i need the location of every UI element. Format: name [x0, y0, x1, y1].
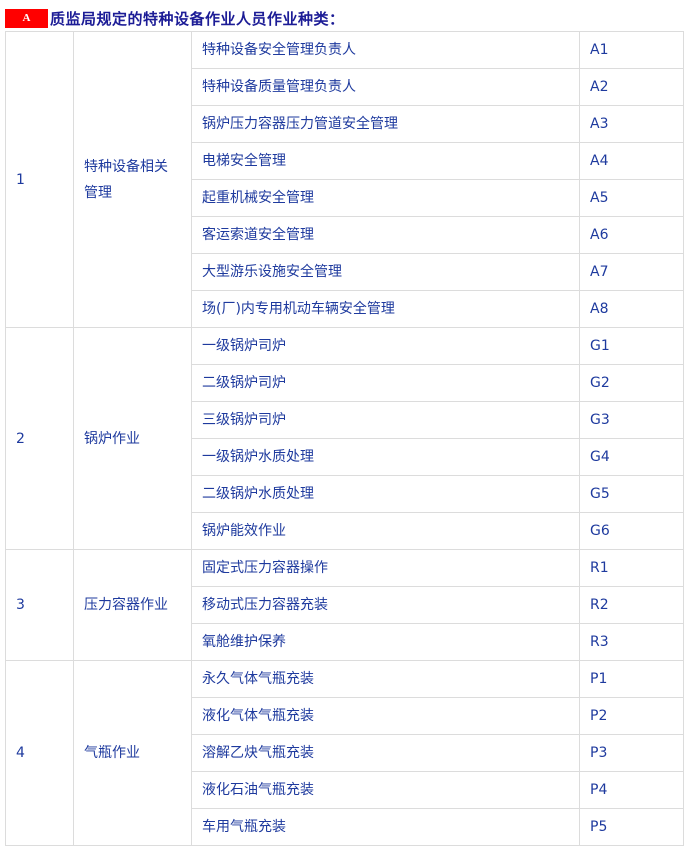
group-number: 2 [5, 327, 74, 550]
group-name: 特种设备相关管理 [73, 31, 192, 328]
table-row: 锅炉能效作业 G6 [6, 512, 684, 550]
item-code: R1 [579, 549, 684, 587]
item-name: 一级锅炉司炉 [191, 327, 580, 365]
table-row: 二级锅炉司炉 G2 [6, 364, 684, 402]
item-code: P4 [579, 771, 684, 809]
table-row: 液化石油气瓶充装 P4 [6, 771, 684, 809]
item-code: G5 [579, 475, 684, 513]
group-name: 气瓶作业 [73, 660, 192, 846]
item-code: A2 [579, 68, 684, 106]
item-name: 溶解乙炔气瓶充装 [191, 734, 580, 772]
item-name: 客运索道安全管理 [191, 216, 580, 254]
table-row: 溶解乙炔气瓶充装 P3 [6, 734, 684, 772]
table-row: 移动式压力容器充装 R2 [6, 586, 684, 624]
item-name: 电梯安全管理 [191, 142, 580, 180]
item-code: G2 [579, 364, 684, 402]
item-name: 移动式压力容器充装 [191, 586, 580, 624]
group-number: 3 [5, 549, 74, 661]
item-code: A3 [579, 105, 684, 143]
item-name: 二级锅炉水质处理 [191, 475, 580, 513]
item-name: 永久气体气瓶充装 [191, 660, 580, 698]
group-number: 4 [5, 660, 74, 846]
item-name: 锅炉压力容器压力管道安全管理 [191, 105, 580, 143]
item-code: G6 [579, 512, 684, 550]
item-code: A6 [579, 216, 684, 254]
table-row: 客运索道安全管理 A6 [6, 216, 684, 254]
table-row: 1 特种设备相关管理 特种设备安全管理负责人 A1 [5, 31, 684, 328]
item-name: 大型游乐设施安全管理 [191, 253, 580, 291]
group-name: 锅炉作业 [73, 327, 192, 550]
item-name: 特种设备安全管理负责人 [191, 31, 580, 69]
group-name: 压力容器作业 [73, 549, 192, 661]
section-title: A 质监局规定的特种设备作业人员作业种类： [5, 8, 345, 28]
table-row: 三级锅炉司炉 G3 [6, 401, 684, 439]
table-row: 场(厂)内专用机动车辆安全管理 A8 [6, 290, 684, 328]
item-name: 起重机械安全管理 [191, 179, 580, 217]
section-heading: 质监局规定的特种设备作业人员作业种类： [50, 9, 345, 28]
section-badge: A [5, 8, 48, 28]
item-code: G1 [579, 327, 684, 365]
item-code: A8 [579, 290, 684, 328]
table-row: 电梯安全管理 A4 [6, 142, 684, 180]
item-code: R2 [579, 586, 684, 624]
item-code: A5 [579, 179, 684, 217]
item-code: P1 [579, 660, 684, 698]
item-name: 车用气瓶充装 [191, 808, 580, 846]
item-name: 特种设备质量管理负责人 [191, 68, 580, 106]
item-name: 锅炉能效作业 [191, 512, 580, 550]
table-row: 2 锅炉作业 一级锅炉司炉 G1 [5, 327, 684, 550]
table-row: 起重机械安全管理 A5 [6, 179, 684, 217]
item-code: A7 [579, 253, 684, 291]
item-code: R3 [579, 623, 684, 661]
operator-category-table: 1 特种设备相关管理 特种设备安全管理负责人 A1 特种设备质量管理负责人 A2 锅炉压力容… [5, 31, 684, 846]
item-name: 氧舱维护保养 [191, 623, 580, 661]
item-name: 液化气体气瓶充装 [191, 697, 580, 735]
table-row: 锅炉压力容器压力管道安全管理 A3 [6, 105, 684, 143]
group-number: 1 [5, 31, 74, 328]
item-code: P3 [579, 734, 684, 772]
item-name: 液化石油气瓶充装 [191, 771, 580, 809]
table-row: 特种设备质量管理负责人 A2 [6, 68, 684, 106]
item-code: P5 [579, 808, 684, 846]
item-name: 一级锅炉水质处理 [191, 438, 580, 476]
table-row: 大型游乐设施安全管理 A7 [6, 253, 684, 291]
item-name: 场(厂)内专用机动车辆安全管理 [191, 290, 580, 328]
table-row: 液化气体气瓶充装 P2 [6, 697, 684, 735]
table-row: 3 压力容器作业 固定式压力容器操作 R1 [5, 549, 684, 661]
item-code: P2 [579, 697, 684, 735]
table-row: 二级锅炉水质处理 G5 [6, 475, 684, 513]
item-name: 二级锅炉司炉 [191, 364, 580, 402]
table-row: 氧舱维护保养 R3 [6, 623, 684, 661]
table-row: 4 气瓶作业 永久气体气瓶充装 P1 [5, 660, 684, 846]
item-code: G3 [579, 401, 684, 439]
item-code: G4 [579, 438, 684, 476]
item-name: 固定式压力容器操作 [191, 549, 580, 587]
item-code: A1 [579, 31, 684, 69]
item-name: 三级锅炉司炉 [191, 401, 580, 439]
item-code: A4 [579, 142, 684, 180]
